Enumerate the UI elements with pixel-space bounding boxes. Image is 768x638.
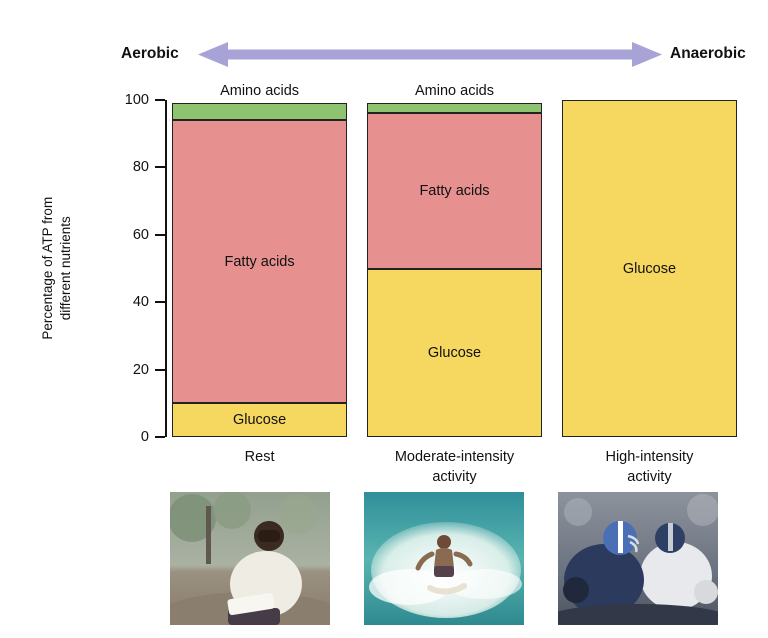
- bar-high-intensity: Glucose: [561, 100, 737, 437]
- bar-segment-amino-acids: [172, 103, 348, 121]
- segment-label: Fatty acids: [419, 182, 490, 199]
- segment-label: Glucose: [427, 344, 482, 361]
- activity-photos-row: [170, 492, 718, 625]
- segment-label: Glucose: [232, 412, 287, 429]
- surfer-wave-illustration: [364, 492, 524, 625]
- bar-segment-glucose: Glucose: [561, 100, 737, 437]
- y-axis-tick-label: 60: [132, 226, 149, 243]
- double-arrow-shape: [198, 42, 662, 67]
- segment-label: Glucose: [622, 260, 677, 277]
- y-axis-tick-label: 0: [140, 429, 149, 445]
- bar-stack-moderate: Glucose Fatty acids: [366, 100, 543, 437]
- bar-segment-fatty-acids: Fatty acids: [366, 113, 543, 269]
- bar-segment-amino-acids: [366, 103, 543, 114]
- y-axis-tick-label: 80: [132, 159, 149, 176]
- x-category-label: High-intensity activity: [605, 449, 694, 486]
- y-axis-tick: [155, 436, 165, 438]
- aerobic-anaerobic-arrow-icon: [198, 42, 662, 67]
- anaerobic-label: Anaerobic: [670, 45, 746, 62]
- x-category-label: Moderate-intensity activity: [394, 449, 515, 486]
- bar-rest: Glucose Fatty acids Amino acids: [172, 83, 348, 437]
- x-category-label: Rest: [244, 449, 275, 465]
- bar-segment-fatty-acids: Fatty acids: [172, 120, 348, 404]
- bar-segment-glucose: Glucose: [366, 268, 543, 437]
- bar-group: Glucose Fatty acids Amino acids Glucose Fa…: [167, 83, 737, 437]
- y-axis-title: Percentage of ATP from different nutrien…: [39, 196, 73, 340]
- above-bar-label: Amino acids: [415, 83, 494, 100]
- bar-stack-high: Glucose: [561, 100, 737, 437]
- bar-stack-rest: Glucose Fatty acids: [172, 100, 348, 437]
- plot-area: Glucose Fatty acids Amino acids Glucose Fa…: [125, 83, 737, 485]
- y-axis-tick: [155, 99, 165, 101]
- bar-segment-glucose: Glucose: [172, 403, 348, 437]
- y-axis-tick: [155, 301, 165, 304]
- aerobic-label: Aerobic: [121, 45, 179, 62]
- y-axis-tick-label: 40: [132, 294, 149, 311]
- man-reading-illustration: [170, 492, 330, 625]
- football-players-illustration: [558, 492, 718, 625]
- y-axis-tick: [155, 166, 165, 169]
- photo-moderate-surfer: [364, 492, 524, 625]
- segment-label: Fatty acids: [224, 253, 295, 270]
- y-axis-tick-label: 20: [132, 361, 149, 378]
- y-axis-tick: [155, 233, 165, 236]
- x-axis-labels: Rest Moderate-intensity activity High-inte…: [167, 447, 737, 488]
- y-axis-tick: [155, 368, 165, 371]
- photo-rest-man-reading: [170, 492, 330, 625]
- y-axis-tick-label: 100: [124, 92, 149, 108]
- photo-high-football: [558, 492, 718, 625]
- above-bar-label: Amino acids: [220, 83, 300, 100]
- bar-moderate-intensity: Glucose Fatty acids Amino acids: [366, 83, 543, 437]
